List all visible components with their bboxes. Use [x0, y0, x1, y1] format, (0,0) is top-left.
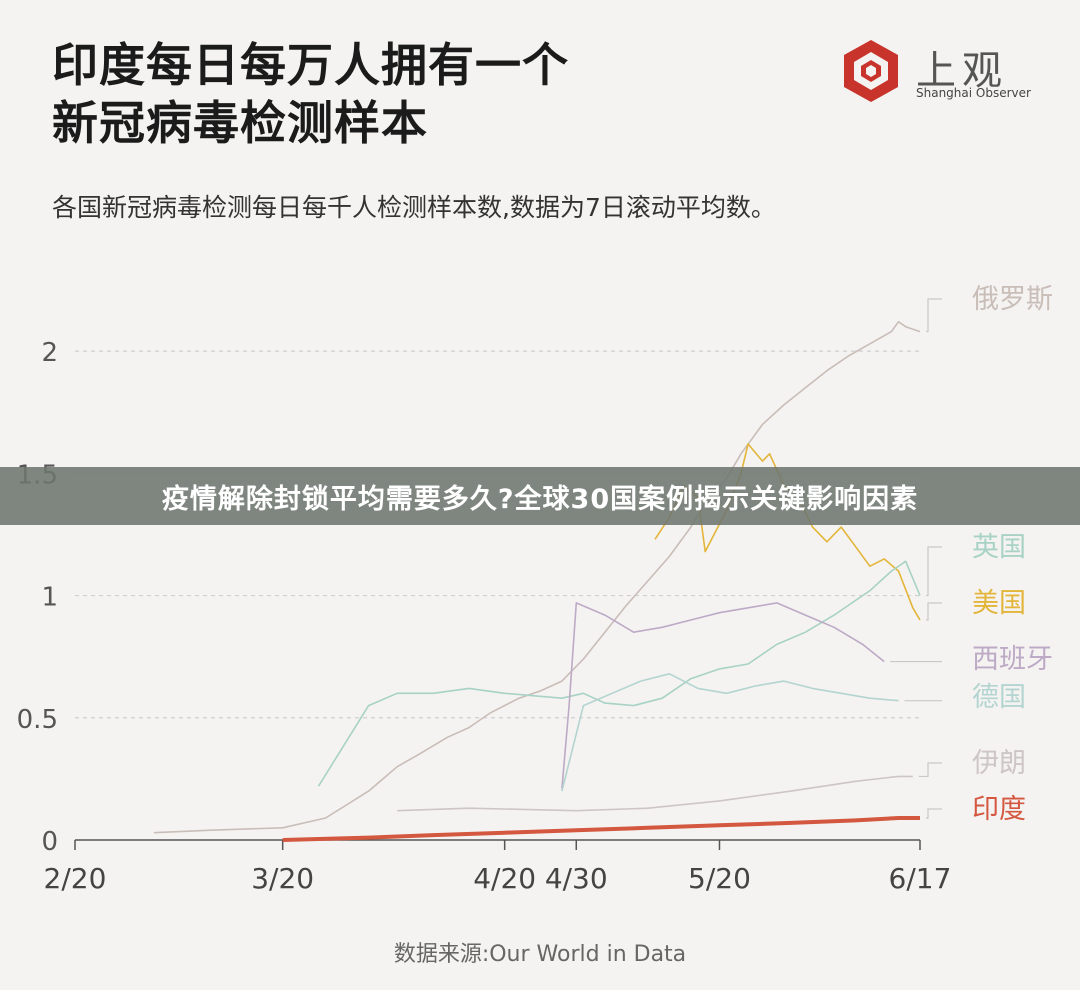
x-tick-label: 3/20: [251, 862, 314, 895]
x-tick-label: 4/30: [545, 862, 608, 895]
x-tick-label: 5/20: [688, 862, 751, 895]
series-label: 西班牙: [972, 644, 1053, 675]
series-line: [561, 602, 885, 789]
series-line: [561, 672, 899, 792]
x-tick-label: 4/20: [473, 862, 536, 895]
series-line: [397, 775, 913, 812]
y-tick-label: 0.5: [17, 705, 58, 735]
x-tick-label: 6/17: [889, 862, 952, 895]
banner-text: 疫情解除封锁平均需要多久?全球30国案例揭示关键影响因素: [161, 483, 919, 515]
shanghai-observer-logo: 上观 Shanghai Observer: [838, 38, 1038, 104]
series-label: 俄罗斯: [972, 284, 1053, 315]
label-leader: [926, 808, 942, 819]
series-label: 印度: [972, 794, 1026, 825]
logo-text-en: Shanghai Observer: [916, 86, 1031, 100]
label-leader: [926, 546, 942, 597]
y-tick-label: 1: [41, 583, 58, 613]
series-line: [282, 816, 920, 842]
logo-mark-icon: [844, 40, 898, 102]
x-tick-label: 2/20: [44, 862, 107, 895]
chart-title: 印度每日每万人拥有一个 新冠病毒检测样本: [52, 36, 569, 152]
title-line-2: 新冠病毒检测样本: [52, 96, 428, 150]
label-leader: [926, 602, 942, 621]
data-source: 数据来源:Our World in Data: [393, 942, 687, 967]
label-leader: [926, 298, 942, 333]
line-chart: 00.511.522/203/204/204/305/206/17俄罗斯英国美国…: [17, 284, 1053, 895]
series-label: 伊朗: [972, 748, 1026, 779]
series-label: 德国: [972, 682, 1026, 713]
series-label: 英国: [972, 532, 1026, 563]
y-tick-label: 0: [41, 827, 58, 857]
logo-text-cn: 上观: [916, 48, 1008, 94]
chart-subtitle: 各国新冠病毒检测每日每千人检测样本数,数据为7日滚动平均数。: [52, 193, 776, 222]
series-line: [153, 320, 921, 834]
title-line-1: 印度每日每万人拥有一个: [52, 38, 569, 92]
series-line: [317, 560, 921, 787]
series-label: 美国: [972, 588, 1026, 619]
label-leader: [918, 762, 942, 778]
y-tick-label: 2: [41, 338, 58, 368]
headline-banner[interactable]: 疫情解除封锁平均需要多久?全球30国案例揭示关键影响因素: [0, 467, 1080, 525]
